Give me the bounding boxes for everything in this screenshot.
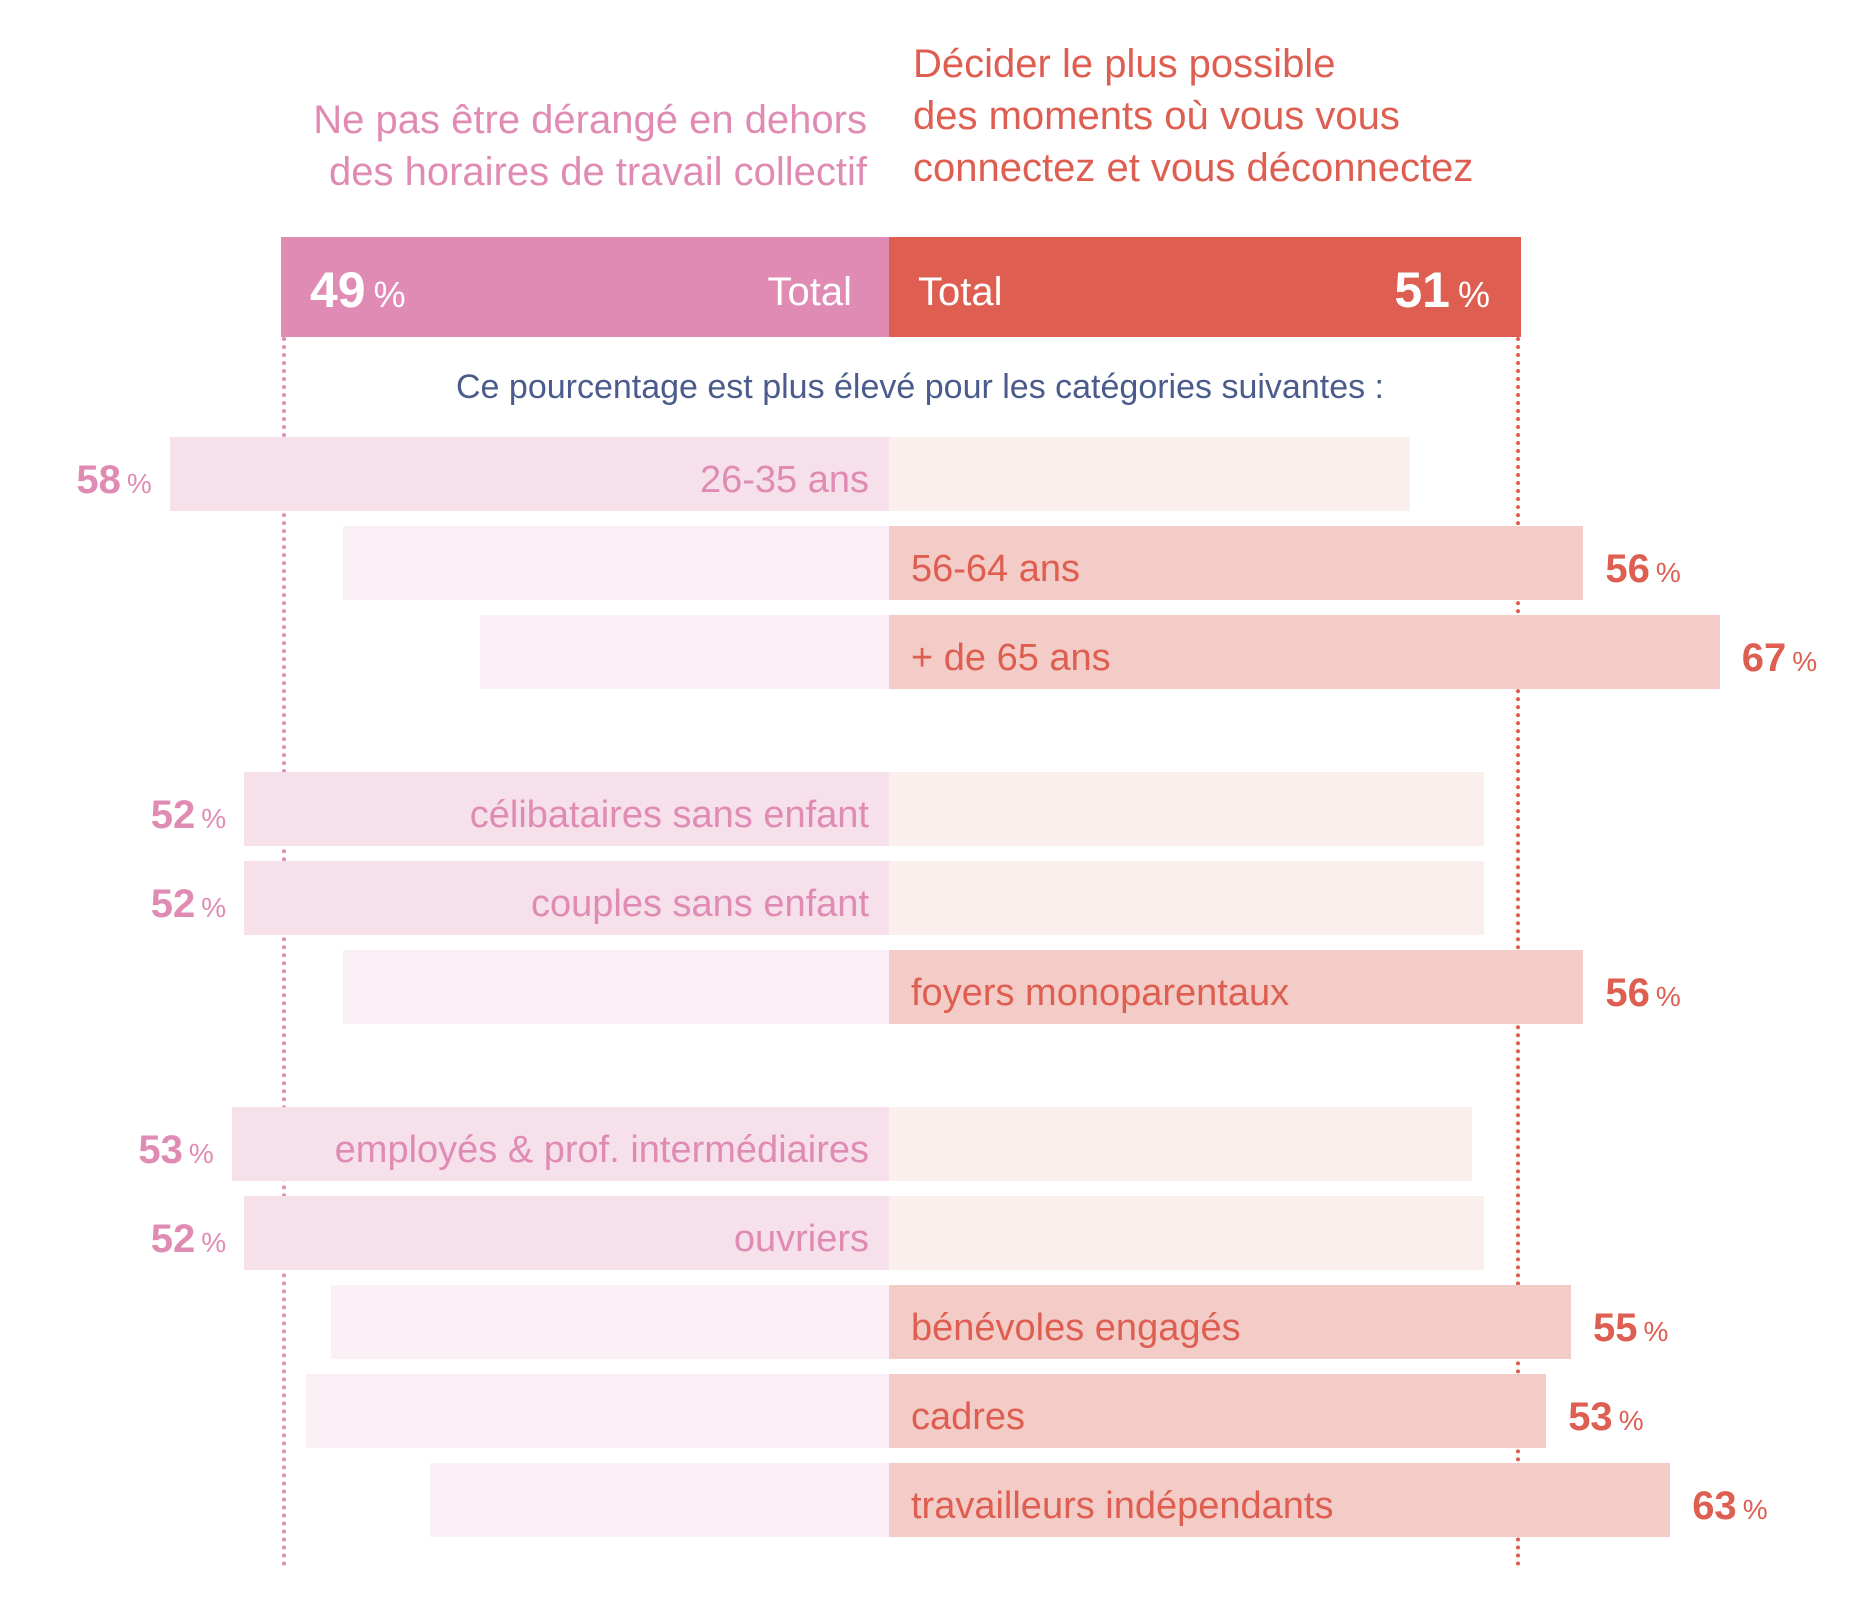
bar-right [889,861,1485,935]
bar-right [889,950,1584,1024]
bar-left [331,1285,889,1359]
value-unit: % [1643,1316,1669,1347]
bar-right [889,437,1410,511]
bar-left [169,437,889,511]
value-number: 58 [76,458,121,502]
bar-right [889,1107,1472,1181]
total-left-value: 49% [310,260,406,325]
value-unit: % [126,468,152,499]
value-number: 67 [1741,636,1787,680]
value-unit: % [201,1227,227,1258]
value-label: 63% [1692,1469,1767,1547]
value-label: 56% [1605,956,1680,1034]
category-label: cadres [911,1396,1026,1438]
total-bar-right [889,237,1522,337]
value-label: 58% [76,443,151,521]
header-right: Décider le plus possible des moments où … [913,42,1474,190]
total-left-label: Total [767,270,853,314]
category-label: bénévoles engagés [911,1307,1241,1349]
bar-right [889,526,1584,600]
bar-left [231,1107,889,1181]
value-number: 52 [150,793,196,837]
value-unit: % [201,892,227,923]
category-label: célibataires sans enfant [469,794,869,836]
bar-left [343,950,889,1024]
value-unit: % [1655,981,1681,1012]
total-left-number: 49 [310,262,366,318]
value-number: 52 [150,1217,196,1261]
category-label: 26-35 ans [699,459,869,501]
bar-left [343,526,889,600]
value-label: 67% [1742,621,1817,699]
total-right-unit: % [1457,274,1490,315]
bar-right [889,1374,1547,1448]
value-label: 52% [151,778,226,856]
bar-left [479,615,889,689]
total-right-value: 51% [1340,260,1490,325]
category-label: 56-64 ans [911,548,1081,590]
category-label: couples sans enfant [530,883,869,925]
value-unit: % [201,803,227,834]
total-right-label: Total [918,270,1003,314]
total-right-number: 51 [1394,262,1450,318]
value-unit: % [1792,646,1818,677]
value-label: 53% [1568,1380,1643,1458]
bar-right [889,615,1720,689]
category-label: foyers monoparentaux [911,972,1290,1014]
header-left: Ne pas être dérangé en dehors des horair… [313,98,867,194]
value-unit: % [1655,557,1681,588]
value-label: 53% [138,1113,213,1191]
value-unit: % [188,1138,214,1169]
value-number: 52 [150,882,196,926]
value-number: 53 [138,1128,183,1172]
total-left-unit: % [373,274,406,315]
bar-right [889,772,1485,846]
bar-right [889,1285,1571,1359]
category-label: + de 65 ans [911,637,1111,679]
value-label: 52% [151,867,226,945]
value-unit: % [1618,1405,1644,1436]
value-label: 52% [151,1202,226,1280]
value-unit: % [1742,1494,1768,1525]
value-label: 56% [1605,532,1680,610]
bar-left [430,1463,889,1537]
value-number: 56 [1605,547,1650,591]
bar-left [244,772,889,846]
total-bar-left [281,237,889,337]
value-label: 55% [1593,1291,1668,1369]
bar-right [889,1196,1485,1270]
value-number: 63 [1692,1484,1737,1528]
category-label: travailleurs indépendants [911,1485,1334,1527]
bar-left [306,1374,889,1448]
value-number: 55 [1593,1306,1638,1350]
bar-left [244,1196,889,1270]
bar-right [889,1463,1671,1537]
category-label: ouvriers [733,1218,869,1260]
value-number: 53 [1568,1395,1613,1439]
total-left-reference-line [282,337,287,1567]
subtitle: Ce pourcentage est plus élevé pour les c… [456,368,1384,406]
bar-left [244,861,889,935]
category-label: employés & prof. intermédiaires [334,1129,869,1171]
value-number: 56 [1605,971,1650,1015]
